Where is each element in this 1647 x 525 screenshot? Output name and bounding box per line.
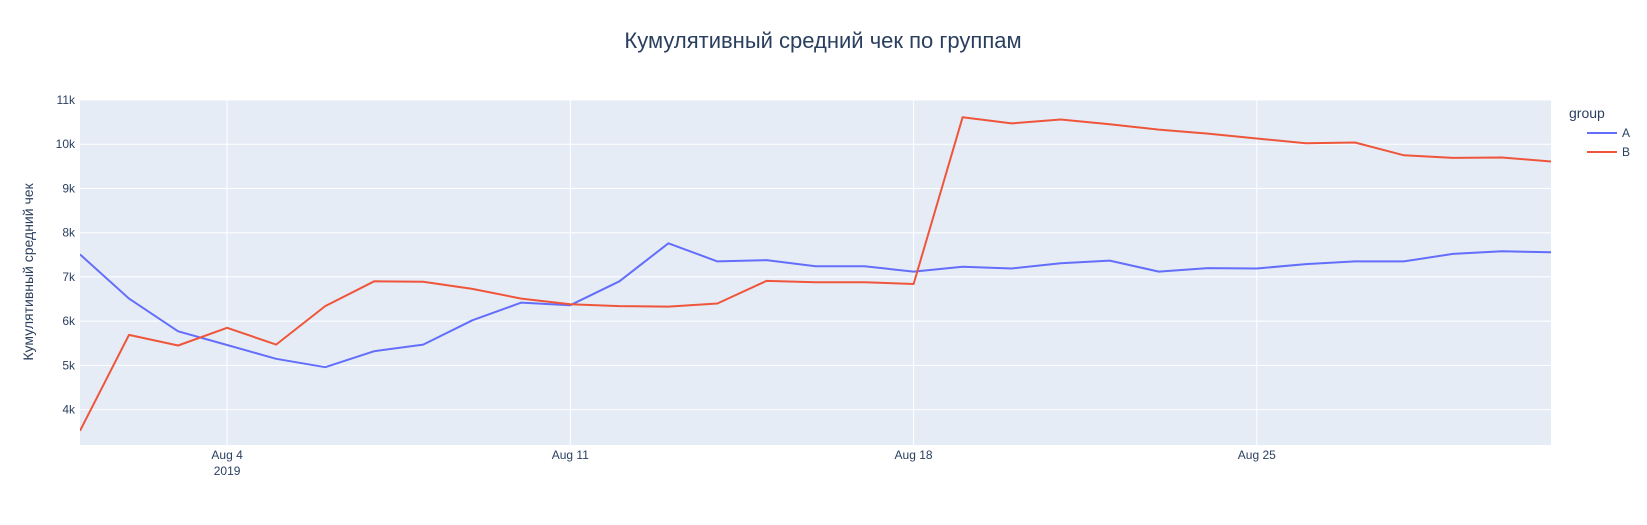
y-tick-label: 5k (62, 358, 76, 372)
y-axis-title: Кумулятивный средний чек (20, 182, 36, 360)
y-tick-label: 8k (62, 226, 76, 240)
series-lines (80, 116, 1551, 432)
series-line-a (80, 242, 1551, 369)
series-line-b (80, 116, 1551, 432)
x-tick-label: Aug 11 (552, 448, 589, 462)
y-tick-labels: 4k 5k 6k 7k 8k 9k 10k 11k (56, 93, 76, 417)
y-tick-label: 10k (56, 137, 76, 151)
x-tick-sublabel: 2019 (214, 464, 241, 478)
y-tick-label: 9k (62, 181, 76, 195)
legend: group AB (1569, 105, 1630, 159)
legend-title: group (1569, 105, 1605, 121)
legend-label-a[interactable]: A (1622, 126, 1630, 140)
x-tick-label: Aug 25 (1238, 448, 1276, 462)
y-gridlines (80, 99, 1551, 411)
x-tick-label: Aug 18 (895, 448, 933, 462)
y-tick-label: 11k (57, 93, 76, 107)
legend-label-b[interactable]: B (1622, 145, 1630, 159)
x-gridlines (226, 100, 1258, 445)
x-tick-labels: Aug 4 2019 Aug 11 Aug 18 Aug 25 (211, 448, 1276, 478)
y-tick-label: 6k (62, 314, 76, 328)
plot-area (80, 100, 1551, 445)
y-tick-label: 7k (62, 270, 76, 284)
chart-title: Кумулятивный средний чек по группам (624, 28, 1021, 53)
y-tick-label: 4k (62, 403, 76, 417)
x-tick-label: Aug 4 (211, 448, 243, 462)
